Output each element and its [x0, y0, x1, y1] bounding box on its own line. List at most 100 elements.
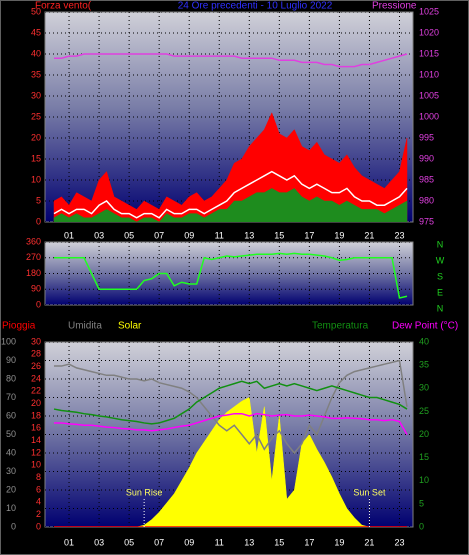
x-tick-label: 19 [334, 230, 344, 240]
plot-layer [45, 12, 413, 222]
y-tick-label: 50 [31, 6, 41, 16]
line [53, 380, 408, 425]
direction-label: N [437, 303, 444, 313]
line [54, 412, 408, 435]
y3-tick-label: 12 [31, 447, 41, 457]
area [53, 112, 408, 222]
y2-tick-label: 30 [419, 383, 429, 393]
x-tick-label: 09 [184, 537, 194, 547]
x-tick-label: 15 [274, 537, 284, 547]
x-tick-label: 13 [244, 230, 254, 240]
y-tick-label: 20 [6, 484, 16, 494]
y2-tick-label: 0 [419, 521, 424, 531]
y2-tick-label: 1020 [419, 27, 439, 37]
y-tick-label: 180 [26, 268, 41, 278]
x-tick-label: 05 [124, 537, 134, 547]
y2-tick-label: 975 [419, 216, 434, 226]
area [54, 397, 407, 527]
y-tick-label: 10 [6, 503, 16, 513]
y3-tick-label: 22 [31, 386, 41, 396]
y-tick-label: 5 [36, 195, 41, 205]
y2-tick-label: 1015 [419, 48, 439, 58]
y3-tick-label: 30 [31, 336, 41, 346]
y-tick-label: 10 [31, 174, 41, 184]
x-tick-label: 09 [184, 230, 194, 240]
y-tick-label: 35 [31, 69, 41, 79]
annotation: Sun Set [353, 487, 386, 497]
y-tick-label: 80 [6, 373, 16, 383]
x-tick-label: 13 [244, 537, 254, 547]
x-tick-label: 11 [215, 230, 224, 240]
direction-label: N [437, 239, 444, 249]
x-tick-label: 15 [274, 230, 284, 240]
y3-tick-label: 14 [31, 435, 41, 445]
plot-layer [45, 242, 413, 305]
y2-tick-label: 40 [419, 336, 429, 346]
y2-tick-label: 25 [419, 406, 429, 416]
y3-tick-label: 6 [36, 484, 41, 494]
x-tick-label: 01 [64, 230, 74, 240]
y2-axis-title: Pressione [372, 1, 417, 12]
y3-tick-label: 8 [36, 472, 41, 482]
y-tick-label: 270 [26, 252, 41, 262]
y-tick-label: 25 [31, 111, 41, 121]
line [54, 359, 408, 455]
x-tick-label: 19 [334, 537, 344, 547]
y3-tick-label: 18 [31, 410, 41, 420]
x-tick-label: 03 [94, 537, 104, 547]
y2-tick-label: 1005 [419, 90, 439, 100]
y-tick-label: 15 [31, 153, 41, 163]
y2-tick-label: 15 [419, 452, 429, 462]
y2-tick-label: 985 [419, 174, 434, 184]
y2-tick-label: 1010 [419, 69, 439, 79]
y-tick-label: 45 [31, 27, 41, 37]
y-axis-title: Forza vento( [35, 1, 92, 12]
x-tick-label: 07 [154, 537, 164, 547]
y2-tick-label: 10 [419, 475, 429, 485]
plot-layer [45, 342, 413, 527]
y3-tick-label: 20 [31, 398, 41, 408]
y2-tick-label: 980 [419, 195, 434, 205]
y-tick-label: 70 [6, 392, 16, 402]
y3-tick-label: 4 [36, 497, 41, 507]
line [53, 170, 408, 219]
y2-tick-label: 995 [419, 132, 434, 142]
y3-tick-label: 10 [31, 460, 41, 470]
legend-label: Pioggia [2, 321, 36, 332]
legend-label: Dew Point (°C) [392, 321, 458, 332]
y-tick-label: 0 [11, 521, 16, 531]
y-tick-label: 360 [26, 236, 41, 246]
x-tick-label: 01 [64, 537, 74, 547]
x-tick-label: 23 [394, 230, 404, 240]
y3-tick-label: 24 [31, 373, 41, 383]
legend-label: Solar [118, 321, 142, 332]
chart-title: 24 Ore precedenti - 10 Luglio 2022 [178, 1, 333, 12]
y2-tick-label: 5 [419, 498, 424, 508]
line [54, 53, 408, 68]
direction-label: S [437, 271, 443, 281]
x-tick-label: 21 [364, 230, 374, 240]
x-tick-label: 23 [394, 537, 404, 547]
y2-tick-label: 1025 [419, 6, 439, 16]
y-tick-label: 50 [6, 429, 16, 439]
x-tick-label: 21 [364, 537, 374, 547]
x-tick-label: 05 [124, 230, 134, 240]
y-tick-label: 90 [6, 355, 16, 365]
x-tick-label: 17 [304, 230, 314, 240]
y3-tick-label: 2 [36, 509, 41, 519]
y-tick-label: 40 [31, 48, 41, 58]
x-tick-label: 17 [304, 537, 314, 547]
y-tick-label: 0 [36, 299, 41, 309]
x-tick-label: 03 [94, 230, 104, 240]
y-tick-label: 90 [31, 284, 41, 294]
line [54, 252, 408, 299]
y-tick-label: 100 [1, 336, 16, 346]
y3-tick-label: 16 [31, 423, 41, 433]
y3-tick-label: 28 [31, 349, 41, 359]
y2-tick-label: 20 [419, 429, 429, 439]
annotation: Sun Rise [126, 487, 163, 497]
y3-tick-label: 26 [31, 361, 41, 371]
y-tick-label: 20 [31, 132, 41, 142]
y-tick-label: 40 [6, 447, 16, 457]
